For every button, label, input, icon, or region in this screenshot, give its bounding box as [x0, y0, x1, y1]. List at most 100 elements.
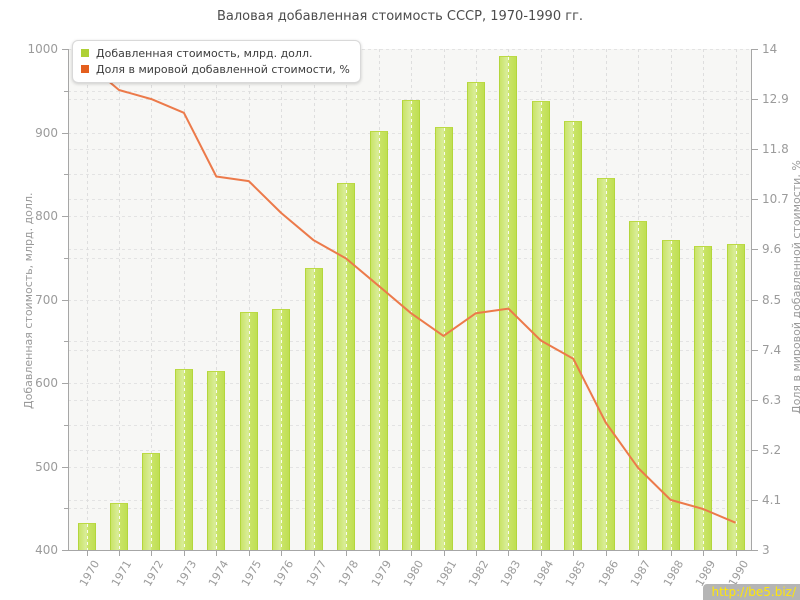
x-label-1971: 1971 [109, 558, 135, 589]
legend-swatch-green [81, 49, 89, 57]
x-tick [605, 550, 607, 556]
x-label-1977: 1977 [303, 558, 329, 589]
x-tick [86, 550, 88, 556]
y-left-minor-tick [64, 174, 68, 176]
x-tick [281, 550, 283, 556]
x-label-1980: 1980 [401, 558, 427, 589]
x-label-1978: 1978 [336, 558, 362, 589]
x-tick [411, 550, 412, 556]
x-tick [119, 550, 120, 556]
x-tick [638, 550, 640, 556]
y-right-label: 12.9 [762, 92, 789, 107]
y-right-label: 10.7 [762, 192, 789, 207]
bar-1970[interactable] [77, 523, 96, 550]
y-right-label: 7.4 [762, 342, 782, 357]
x-axis [68, 550, 752, 551]
y-left-minor-tick [64, 90, 68, 92]
y-right-label: 4.1 [762, 492, 782, 507]
y-left-tick [62, 466, 68, 468]
x-tick [703, 550, 705, 556]
y-right-tick [752, 550, 758, 551]
y-left-label: 400 [35, 543, 58, 557]
x-label-1972: 1972 [141, 558, 167, 589]
x-label-1984: 1984 [530, 558, 557, 589]
y-right-tick [752, 349, 758, 351]
bar-1980[interactable] [402, 99, 420, 551]
y-left-tick [62, 132, 68, 134]
y-left-minor-tick [64, 424, 68, 426]
bar-1976[interactable] [272, 308, 291, 551]
x-tick [183, 550, 185, 556]
bar-1990[interactable] [726, 243, 745, 551]
legend-swatch-orange [81, 65, 89, 73]
gridline-vertical [86, 49, 88, 550]
y-left-label: 900 [35, 125, 58, 140]
y-axis-right [751, 49, 752, 550]
bar-1975[interactable] [239, 312, 258, 550]
y-axis-left [68, 49, 69, 550]
x-tick [216, 550, 218, 556]
y-left-tick [62, 49, 68, 50]
x-label-1973: 1973 [173, 558, 200, 589]
y-right-tick [752, 99, 758, 101]
bar-1989[interactable] [694, 246, 713, 550]
bar-1987[interactable] [629, 221, 648, 550]
x-label-1985: 1985 [563, 558, 589, 589]
legend-item-world-share[interactable]: Доля в мировой добавленной стоимости, % [81, 61, 350, 77]
bar-1983[interactable] [499, 55, 518, 551]
y-left-label: 700 [35, 292, 58, 307]
x-tick [475, 550, 477, 556]
x-label-1987: 1987 [628, 558, 654, 589]
bar-1986[interactable] [596, 177, 615, 551]
y-right-label: 14 [762, 42, 778, 56]
bar-1988[interactable] [661, 240, 680, 550]
y-left-label: 600 [35, 376, 58, 390]
x-label-1970: 1970 [76, 558, 102, 589]
y-right-label: 5.2 [762, 442, 782, 457]
watermark-link[interactable]: http://be5.biz/ [703, 584, 800, 600]
x-tick [443, 550, 445, 556]
bar-1973[interactable] [174, 368, 193, 551]
y-right-label: 6.3 [762, 392, 782, 407]
x-label-1982: 1982 [465, 558, 492, 589]
x-tick [508, 550, 510, 556]
y-right-label: 3 [762, 543, 770, 557]
bar-1985[interactable] [564, 120, 583, 551]
bar-1981[interactable] [434, 126, 453, 551]
x-label-1975: 1975 [238, 558, 264, 589]
y-left-label: 1000 [27, 42, 58, 56]
bar-1971[interactable] [110, 503, 128, 550]
bar-1977[interactable] [304, 267, 323, 551]
x-tick [540, 550, 542, 556]
x-tick [248, 550, 250, 556]
left-axis-title: Добавленная стоимость, млрд. долл. [22, 192, 35, 409]
legend-item-value-added[interactable]: Добавленная стоимость, млрд. долл. [81, 45, 350, 61]
x-label-1981: 1981 [433, 558, 459, 589]
x-label-1983: 1983 [498, 558, 524, 589]
y-left-tick [62, 299, 68, 301]
legend-label: Доля в мировой добавленной стоимости, % [96, 62, 350, 76]
bar-1979[interactable] [369, 130, 388, 551]
y-left-minor-tick [64, 257, 68, 259]
x-tick [378, 550, 380, 556]
y-left-label: 500 [35, 459, 58, 474]
bar-1984[interactable] [531, 100, 550, 551]
x-tick [346, 550, 348, 556]
y-left-tick [62, 550, 68, 551]
bar-1972[interactable] [142, 453, 161, 550]
gridline-horizontal [68, 49, 751, 50]
y-right-tick [752, 49, 758, 50]
gridline-vertical [119, 49, 120, 550]
y-left-tick [62, 216, 68, 217]
x-tick [735, 550, 737, 556]
right-axis-title: Доля в мировой добавленной стоимости, % [790, 160, 800, 414]
bar-1982[interactable] [466, 82, 485, 550]
x-tick [670, 550, 672, 556]
x-tick [151, 550, 153, 556]
legend-label: Добавленная стоимость, млрд. долл. [96, 46, 313, 60]
y-right-tick [752, 499, 758, 501]
bar-1978[interactable] [337, 182, 356, 551]
x-label-1979: 1979 [368, 558, 394, 589]
y-right-tick [752, 299, 758, 301]
bar-1974[interactable] [207, 370, 226, 550]
